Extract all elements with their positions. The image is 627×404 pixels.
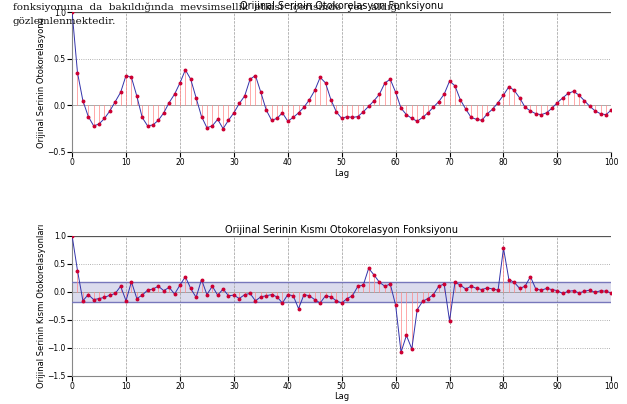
Y-axis label: Orijinal Serinin Otokorelasyonu: Orijinal Serinin Otokorelasyonu — [37, 17, 46, 147]
Title: Orijinal Serinin Otokorelasyon Fonksiyonu: Orijinal Serinin Otokorelasyon Fonksiyon… — [240, 1, 443, 11]
Text: gözlemlenmektedir.: gözlemlenmektedir. — [13, 17, 116, 26]
X-axis label: Lag: Lag — [334, 392, 349, 401]
X-axis label: Lag: Lag — [334, 168, 349, 178]
Bar — [72, 282, 611, 302]
Text: fonksiyonuna  da  bakıldığında  mevsimsellik  etkisi  içerisinde  yer  aldığı: fonksiyonuna da bakıldığında mevsimselli… — [13, 2, 400, 12]
Title: Orijinal Serinin Kısmı Otokorelasyon Fonksiyonu: Orijinal Serinin Kısmı Otokorelasyon Fon… — [225, 225, 458, 235]
Y-axis label: Orijinal Serinin Kısmı Otokorelasyonları: Orijinal Serinin Kısmı Otokorelasyonları — [37, 223, 46, 388]
